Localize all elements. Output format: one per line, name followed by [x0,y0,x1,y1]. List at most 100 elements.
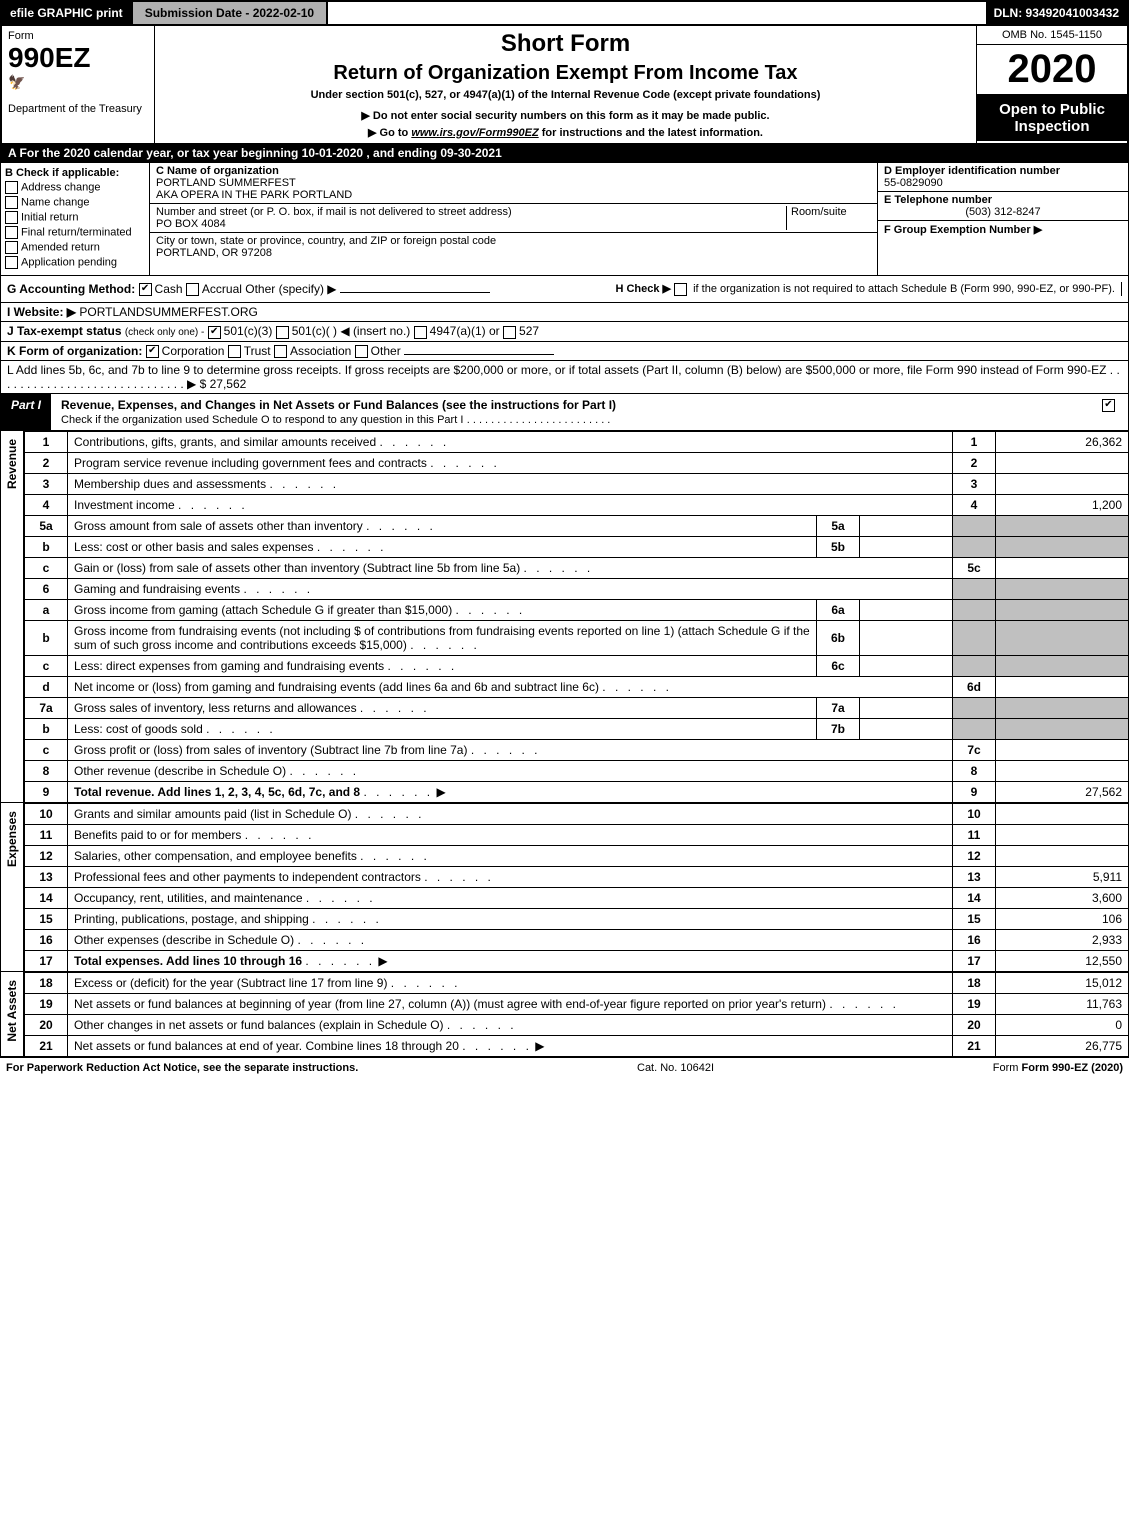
f-label: F Group Exemption Number ▶ [884,224,1042,236]
line-desc: Professional fees and other payments to … [68,866,953,887]
line-number: d [25,676,68,697]
checkbox-accrual[interactable] [186,283,199,296]
form-number: 990EZ [8,42,148,74]
l-text: L Add lines 5b, 6c, and 7b to line 9 to … [7,363,1106,377]
b-opt-1[interactable]: Name change [5,196,145,209]
val-shaded [996,718,1129,739]
ref-number: 10 [953,803,996,824]
val-shaded [996,536,1129,557]
ref-number: 21 [953,1035,996,1056]
h-block: H Check ▶ if the organization is not req… [609,282,1122,296]
b-opt-5[interactable]: Application pending [5,256,145,269]
ref-shaded [953,536,996,557]
b-opt-0[interactable]: Address change [5,181,145,194]
checkbox-icon[interactable] [5,256,18,269]
sub-line-number: 6b [817,620,860,655]
ref-number: 7c [953,739,996,760]
line-desc: Total revenue. Add lines 1, 2, 3, 4, 5c,… [68,781,953,802]
ref-number: 16 [953,929,996,950]
checkbox-other[interactable] [355,345,368,358]
other-org-line[interactable] [404,354,554,355]
line-desc: Net income or (loss) from gaming and fun… [68,676,953,697]
revenue-side-label: Revenue [0,431,24,803]
checkbox-assoc[interactable] [274,345,287,358]
line-value [996,739,1129,760]
line-number: b [25,536,68,557]
header-center: Short Form Return of Organization Exempt… [155,26,976,143]
b-opt-2[interactable]: Initial return [5,211,145,224]
line-desc: Salaries, other compensation, and employ… [68,845,953,866]
checkbox-4947[interactable] [414,326,427,339]
checkbox-501c3[interactable] [208,326,221,339]
part1-check-note: Check if the organization used Schedule … [61,414,463,426]
checkbox-schedo[interactable] [1102,399,1115,412]
other-specify-line[interactable] [340,292,490,293]
sub-line-number: 5b [817,536,860,557]
checkbox-h[interactable] [674,283,687,296]
line-desc: Net assets or fund balances at end of ye… [68,1035,953,1056]
line-number: 7a [25,697,68,718]
row-j: J Tax-exempt status (check only one) - 5… [0,322,1129,341]
col-b: B Check if applicable: Address change Na… [1,163,150,275]
sub-line-value [860,718,953,739]
link-suffix: for instructions and the latest informat… [539,127,763,139]
checkbox-icon[interactable] [5,226,18,239]
checkbox-icon[interactable] [5,241,18,254]
line-number: 6 [25,578,68,599]
submission-date: Submission Date - 2022-02-10 [131,2,328,24]
line-number: 17 [25,950,68,971]
line-number: 12 [25,845,68,866]
table-row: cGain or (loss) from sale of assets othe… [25,557,1129,578]
org-aka: AKA OPERA IN THE PARK PORTLAND [156,189,871,201]
col-de: D Employer identification number 55-0829… [877,163,1128,275]
table-row: 12Salaries, other compensation, and empl… [25,845,1129,866]
checkbox-icon[interactable] [5,196,18,209]
line-value: 12,550 [996,950,1129,971]
sub-line-value [860,515,953,536]
line-desc: Gross amount from sale of assets other t… [68,515,817,536]
line-value: 0 [996,1014,1129,1035]
irs-link[interactable]: www.irs.gov/Form990EZ [411,127,538,139]
table-row: 2Program service revenue including gover… [25,452,1129,473]
line-number: b [25,718,68,739]
val-shaded [996,599,1129,620]
open-to-public: Open to Public Inspection [977,95,1127,141]
line-number: 19 [25,993,68,1014]
table-row: 4Investment income . . . . . .41,200 [25,494,1129,515]
table-row: 10Grants and similar amounts paid (list … [25,803,1129,824]
j-note: (check only one) - [125,327,204,338]
line-value: 106 [996,908,1129,929]
line-desc: Gaming and fundraising events . . . . . … [68,578,953,599]
ein-value: 55-0829090 [884,177,1122,189]
ref-number: 18 [953,972,996,993]
checkbox-cash[interactable] [139,283,152,296]
ref-number: 14 [953,887,996,908]
line-number: 13 [25,866,68,887]
checkbox-icon[interactable] [5,181,18,194]
sub-line-number: 7a [817,697,860,718]
line-number: 21 [25,1035,68,1056]
line-number: b [25,620,68,655]
line-desc: Gross income from gaming (attach Schedul… [68,599,817,620]
table-row: aGross income from gaming (attach Schedu… [25,599,1129,620]
line-desc: Net assets or fund balances at beginning… [68,993,953,1014]
checkbox-icon[interactable] [5,211,18,224]
checkbox-527[interactable] [503,326,516,339]
b-opt-3[interactable]: Final return/terminated [5,226,145,239]
line-value [996,845,1129,866]
line-desc: Excess or (deficit) for the year (Subtra… [68,972,953,993]
expenses-table: 10Grants and similar amounts paid (list … [24,803,1129,972]
table-row: 16Other expenses (describe in Schedule O… [25,929,1129,950]
checkbox-501c[interactable] [276,326,289,339]
b-header: B Check if applicable: [5,167,145,179]
b-opt-4[interactable]: Amended return [5,241,145,254]
line-desc: Other expenses (describe in Schedule O) … [68,929,953,950]
street-value: PO BOX 4084 [156,218,786,230]
line-number: 11 [25,824,68,845]
line-desc: Membership dues and assessments . . . . … [68,473,953,494]
checkbox-corp[interactable] [146,345,159,358]
footer: For Paperwork Reduction Act Notice, see … [0,1057,1129,1078]
col-c: C Name of organization PORTLAND SUMMERFE… [150,163,877,275]
line-number: c [25,739,68,760]
checkbox-trust[interactable] [228,345,241,358]
